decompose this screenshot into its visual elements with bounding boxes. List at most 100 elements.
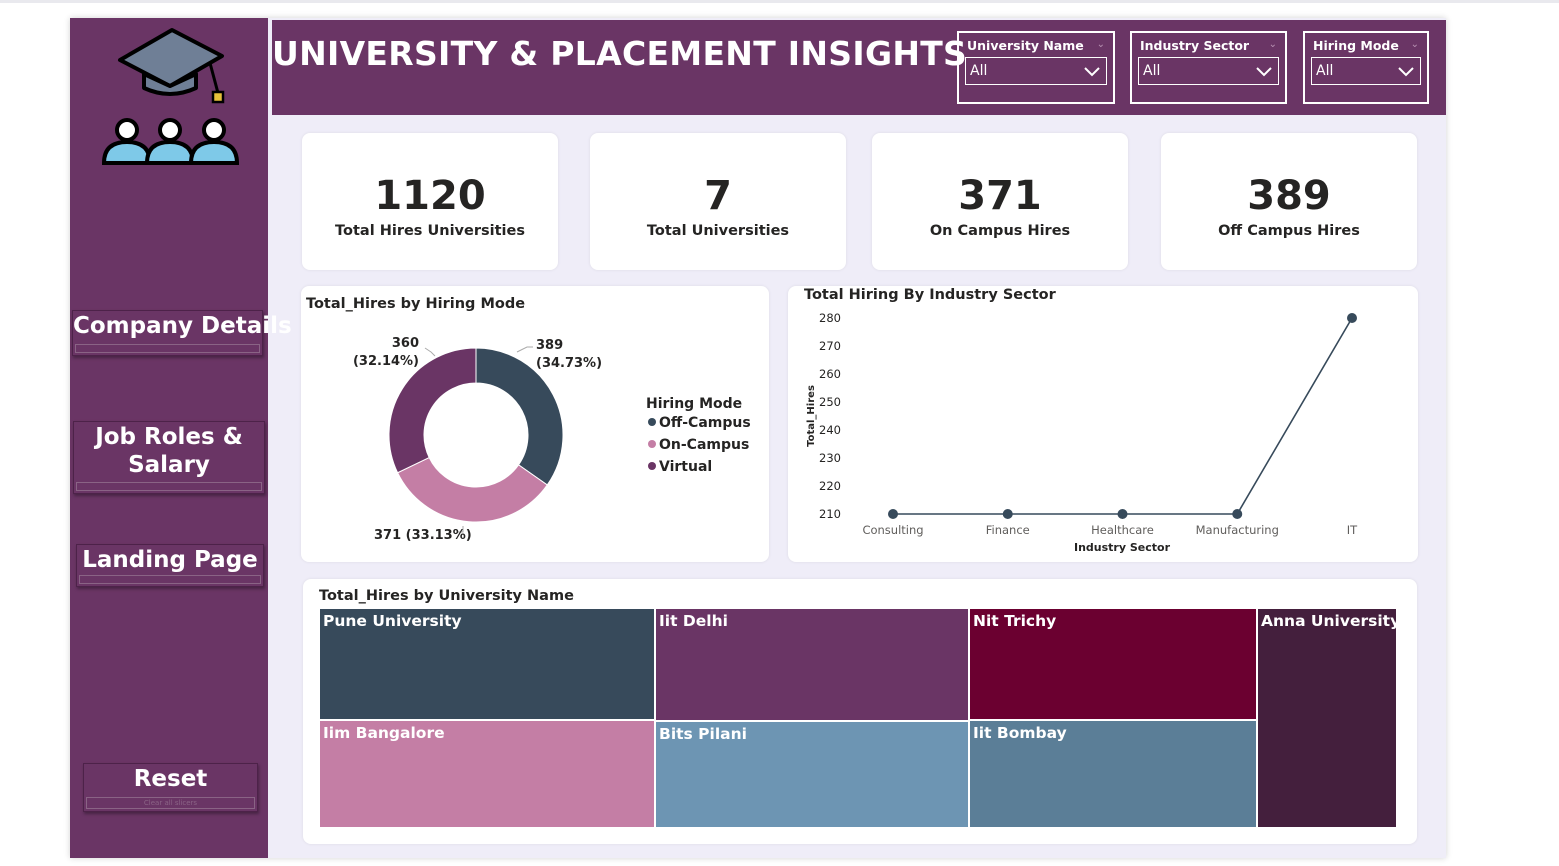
kpi-value: 371: [958, 173, 1042, 219]
tile-label: Iit Bombay: [973, 724, 1067, 742]
slicer-label: University Name: [967, 38, 1084, 53]
data-point-consulting[interactable]: [888, 509, 898, 519]
chevron-down-icon[interactable]: ⌄: [1268, 39, 1277, 50]
chevron-down-icon[interactable]: [1255, 62, 1273, 80]
landing-page-underline: [79, 575, 261, 584]
y-tick-label: 230: [819, 451, 841, 465]
legend-item-on-campus[interactable]: On-Campus: [659, 437, 749, 453]
data-point-finance[interactable]: [1002, 509, 1013, 519]
landing-page-button[interactable]: Landing Page: [76, 544, 264, 587]
treemap-tile-anna-university[interactable]: Anna University: [1257, 608, 1401, 828]
legend-marker-off-campus[interactable]: [648, 418, 656, 426]
y-tick-label: 260: [819, 367, 841, 381]
legend-item-virtual[interactable]: Virtual: [659, 459, 712, 475]
kpi-card-off-campus-hires[interactable]: 389 Off Campus Hires: [1161, 133, 1417, 270]
donut-slice-virtual[interactable]: [388, 347, 477, 474]
donut-chart[interactable]: 389 (34.73%) 360 (32.14%) 371 (33.13%) H…: [301, 286, 769, 562]
reset-label: Reset: [133, 766, 208, 792]
hiring-mode-slicer[interactable]: Hiring Mode ⌄ All: [1303, 31, 1429, 104]
treemap-tile-iit-bombay[interactable]: Iit Bombay: [969, 720, 1257, 828]
job-roles-label-line2: Salary: [128, 452, 210, 478]
slicer-label: Hiring Mode: [1313, 38, 1399, 53]
company-details-button[interactable]: Company Details: [72, 310, 292, 356]
donut-slice-on-campus[interactable]: [396, 456, 548, 523]
slicer-label: Industry Sector: [1140, 38, 1250, 53]
y-tick-label: 250: [819, 395, 841, 409]
y-tick-label: 280: [819, 311, 841, 325]
industry-sector-dropdown[interactable]: All: [1138, 57, 1279, 85]
data-label-offcampus-percent: (34.73%): [536, 356, 602, 371]
reset-sublabel: Clear all slicers: [143, 799, 198, 807]
chevron-down-icon[interactable]: ⌄: [1096, 39, 1105, 50]
kpi-value: 389: [1247, 173, 1331, 219]
job-roles-salary-button[interactable]: Job Roles & Salary: [73, 421, 265, 494]
treemap-tile-iim-bangalore[interactable]: Iim Bangalore: [319, 720, 655, 828]
data-point-manufacturing[interactable]: [1232, 509, 1243, 519]
job-roles-label-line1: Job Roles &: [95, 424, 243, 450]
legend-item-off-campus[interactable]: Off-Campus: [659, 415, 751, 431]
page-title: UNIVERSITY & PLACEMENT INSIGHTS: [272, 34, 968, 73]
x-tick-label: Finance: [986, 523, 1030, 537]
landing-page-label: Landing Page: [82, 547, 258, 573]
data-point-healthcare[interactable]: [1117, 509, 1128, 519]
graduation-students-icon: [101, 28, 240, 165]
data-point-it[interactable]: [1347, 313, 1357, 323]
industry-sector-slicer[interactable]: Industry Sector ⌄ All: [1130, 31, 1287, 104]
kpi-label: On Campus Hires: [929, 223, 1071, 239]
chart-title: Total Hiring By Industry Sector: [804, 287, 1056, 303]
line-chart[interactable]: Total_Hires Industry Sector 210 220 230 240…: [788, 286, 1418, 562]
y-tick-label: 240: [819, 423, 841, 437]
chart-title: Total_Hires by Hiring Mode: [306, 296, 526, 312]
university-treemap-card[interactable]: Total_Hires by University Name Pune Univ…: [303, 579, 1417, 844]
kpi-card-total-hires[interactable]: 1120 Total Hires Universities: [302, 133, 558, 270]
y-tick-label: 210: [819, 507, 841, 521]
treemap-tile-pune-university[interactable]: Pune University: [319, 608, 655, 720]
y-tick-label: 270: [819, 339, 841, 353]
donut-slice-off-campus[interactable]: [475, 347, 564, 486]
reset-button[interactable]: Reset Clear all slicers: [83, 763, 258, 812]
kpi-value: 1120: [374, 173, 486, 219]
industry-line-chart-card[interactable]: Total Hiring By Industry Sector Total_Hi…: [788, 286, 1418, 562]
tile-label: Pune University: [323, 612, 462, 630]
company-details-underline: [75, 344, 260, 353]
x-tick-label: Healthcare: [1091, 523, 1154, 537]
treemap[interactable]: Pune University Iit Delhi Nit Trichy Ann…: [319, 608, 1401, 828]
chevron-down-icon[interactable]: [1397, 62, 1415, 80]
treemap-tile-bits-pilani[interactable]: Bits Pilani: [655, 721, 969, 828]
window-top-border: [0, 0, 1559, 3]
tile-label: Bits Pilani: [659, 725, 747, 743]
university-name-slicer[interactable]: University Name ⌄ All: [957, 31, 1115, 104]
leader-line: [516, 346, 533, 353]
tile-label: Anna University: [1261, 612, 1401, 630]
job-roles-underline: [76, 482, 262, 491]
chevron-down-icon[interactable]: [1083, 62, 1101, 80]
legend-marker-on-campus[interactable]: [648, 440, 656, 448]
hiring-mode-dropdown[interactable]: All: [1311, 57, 1421, 85]
header: UNIVERSITY & PLACEMENT INSIGHTS Universi…: [272, 20, 1446, 115]
x-tick-label: IT: [1347, 523, 1358, 537]
university-name-dropdown[interactable]: All: [965, 57, 1107, 85]
kpi-label: Total Universities: [646, 223, 790, 239]
slicer-value: All: [970, 63, 988, 79]
sidebar: Company Details Job Roles & Salary Landi…: [70, 18, 292, 858]
data-label-oncampus: 371 (33.13%): [374, 528, 472, 543]
treemap-tile-iit-delhi[interactable]: Iit Delhi: [655, 608, 969, 721]
legend-title: Hiring Mode: [646, 396, 742, 412]
legend-marker-virtual[interactable]: [648, 462, 656, 470]
chart-title: Total_Hires by University Name: [319, 588, 574, 604]
kpi-label: Total Hires Universities: [335, 223, 525, 239]
kpi-card-on-campus-hires[interactable]: 371 On Campus Hires: [872, 133, 1128, 270]
chevron-down-icon[interactable]: ⌄: [1410, 39, 1419, 50]
y-axis-title: Total_Hires: [806, 385, 817, 447]
hiring-mode-donut-card[interactable]: Total_Hires by Hiring Mode 389 (34.73%) …: [301, 286, 769, 562]
treemap-tile-nit-trichy[interactable]: Nit Trichy: [969, 608, 1257, 720]
tile-label: Iim Bangalore: [323, 724, 445, 742]
leader-line: [457, 526, 464, 533]
line-series[interactable]: [893, 317, 1353, 515]
data-label-virtual-percent: (32.14%): [353, 354, 419, 369]
kpi-card-total-universities[interactable]: 7 Total Universities: [590, 133, 846, 270]
company-details-label: Company Details: [73, 313, 292, 339]
x-tick-label: Manufacturing: [1196, 523, 1279, 537]
reset-sublabel-bar: Clear all slicers: [86, 797, 255, 809]
